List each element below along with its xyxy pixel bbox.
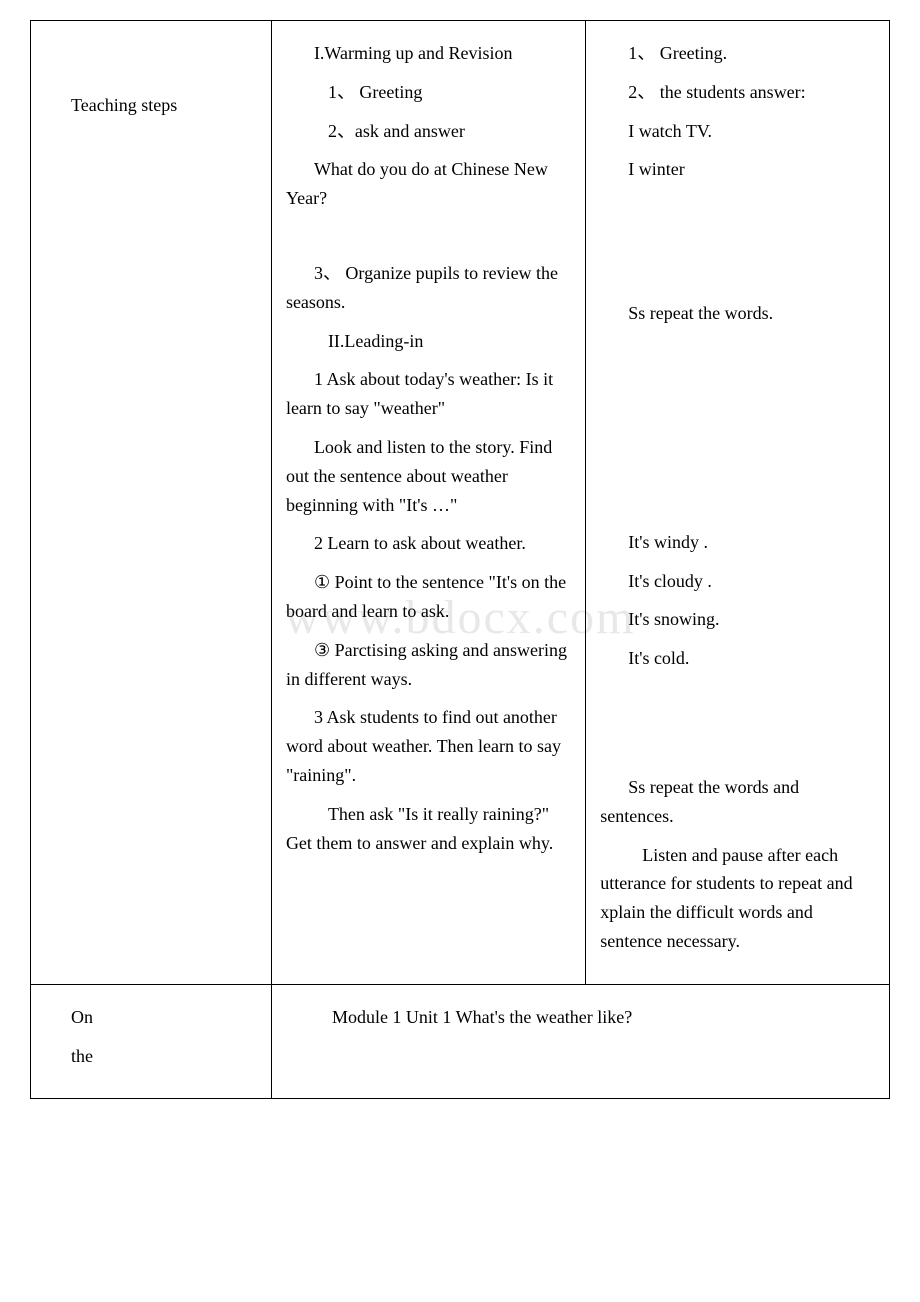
ask-answer-item: 2、ask and answer	[286, 117, 571, 146]
organize-pupils: 3、 Organize pupils to review the seasons…	[286, 259, 571, 317]
on-text: On	[71, 1003, 257, 1032]
its-windy: It's windy .	[600, 528, 875, 557]
row1-col3: 1、 Greeting. 2、 the students answer: I w…	[586, 21, 890, 241]
point-sentence: ① Point to the sentence "It's on the boa…	[286, 568, 571, 626]
learn-ask-weather: 2 Learn to ask about weather.	[286, 529, 571, 558]
practising: ③ Parctising asking and answering in dif…	[286, 636, 571, 694]
ask-raining: Then ask "Is it really raining?" Get the…	[286, 800, 571, 858]
repeat-words-sentences: Ss repeat the words and sentences.	[600, 773, 875, 831]
winter: I winter	[600, 155, 875, 184]
teaching-steps-label-cell: Teaching steps	[31, 21, 272, 985]
question-chinese-new-year: What do you do at Chinese New Year?	[286, 155, 571, 213]
the-text: the	[71, 1042, 257, 1071]
watch-tv: I watch TV.	[600, 117, 875, 146]
repeat-words: Ss repeat the words.	[600, 299, 875, 328]
its-cloudy: It's cloudy .	[600, 567, 875, 596]
teaching-steps-label: Teaching steps	[71, 91, 257, 120]
student-greeting: 1、 Greeting.	[600, 39, 875, 68]
listen-pause: Listen and pause after each utterance fo…	[600, 841, 875, 956]
look-listen-story: Look and listen to the story. Find out t…	[286, 433, 571, 519]
row3-col23: Module 1 Unit 1 What's the weather like?	[271, 984, 889, 1099]
greeting-item: 1、 Greeting	[286, 78, 571, 107]
warming-up-heading: I.Warming up and Revision	[286, 39, 571, 68]
students-answer: 2、 the students answer:	[600, 78, 875, 107]
row2-col2: 3、 Organize pupils to review the seasons…	[271, 241, 585, 984]
find-word-weather: 3 Ask students to find out another word …	[286, 703, 571, 789]
module-unit-title: Module 1 Unit 1 What's the weather like?	[332, 1003, 875, 1032]
leading-in-heading: II.Leading-in	[286, 327, 571, 356]
row1-col2: I.Warming up and Revision 1、 Greeting 2、…	[271, 21, 585, 241]
lesson-table: Teaching steps I.Warming up and Revision…	[30, 20, 890, 1099]
row3-col1: On the	[31, 984, 272, 1099]
its-snowing: It's snowing.	[600, 605, 875, 634]
row2-col3: Ss repeat the words. It's windy . It's c…	[586, 241, 890, 984]
its-cold: It's cold.	[600, 644, 875, 673]
ask-weather: 1 Ask about today's weather: Is it learn…	[286, 365, 571, 423]
